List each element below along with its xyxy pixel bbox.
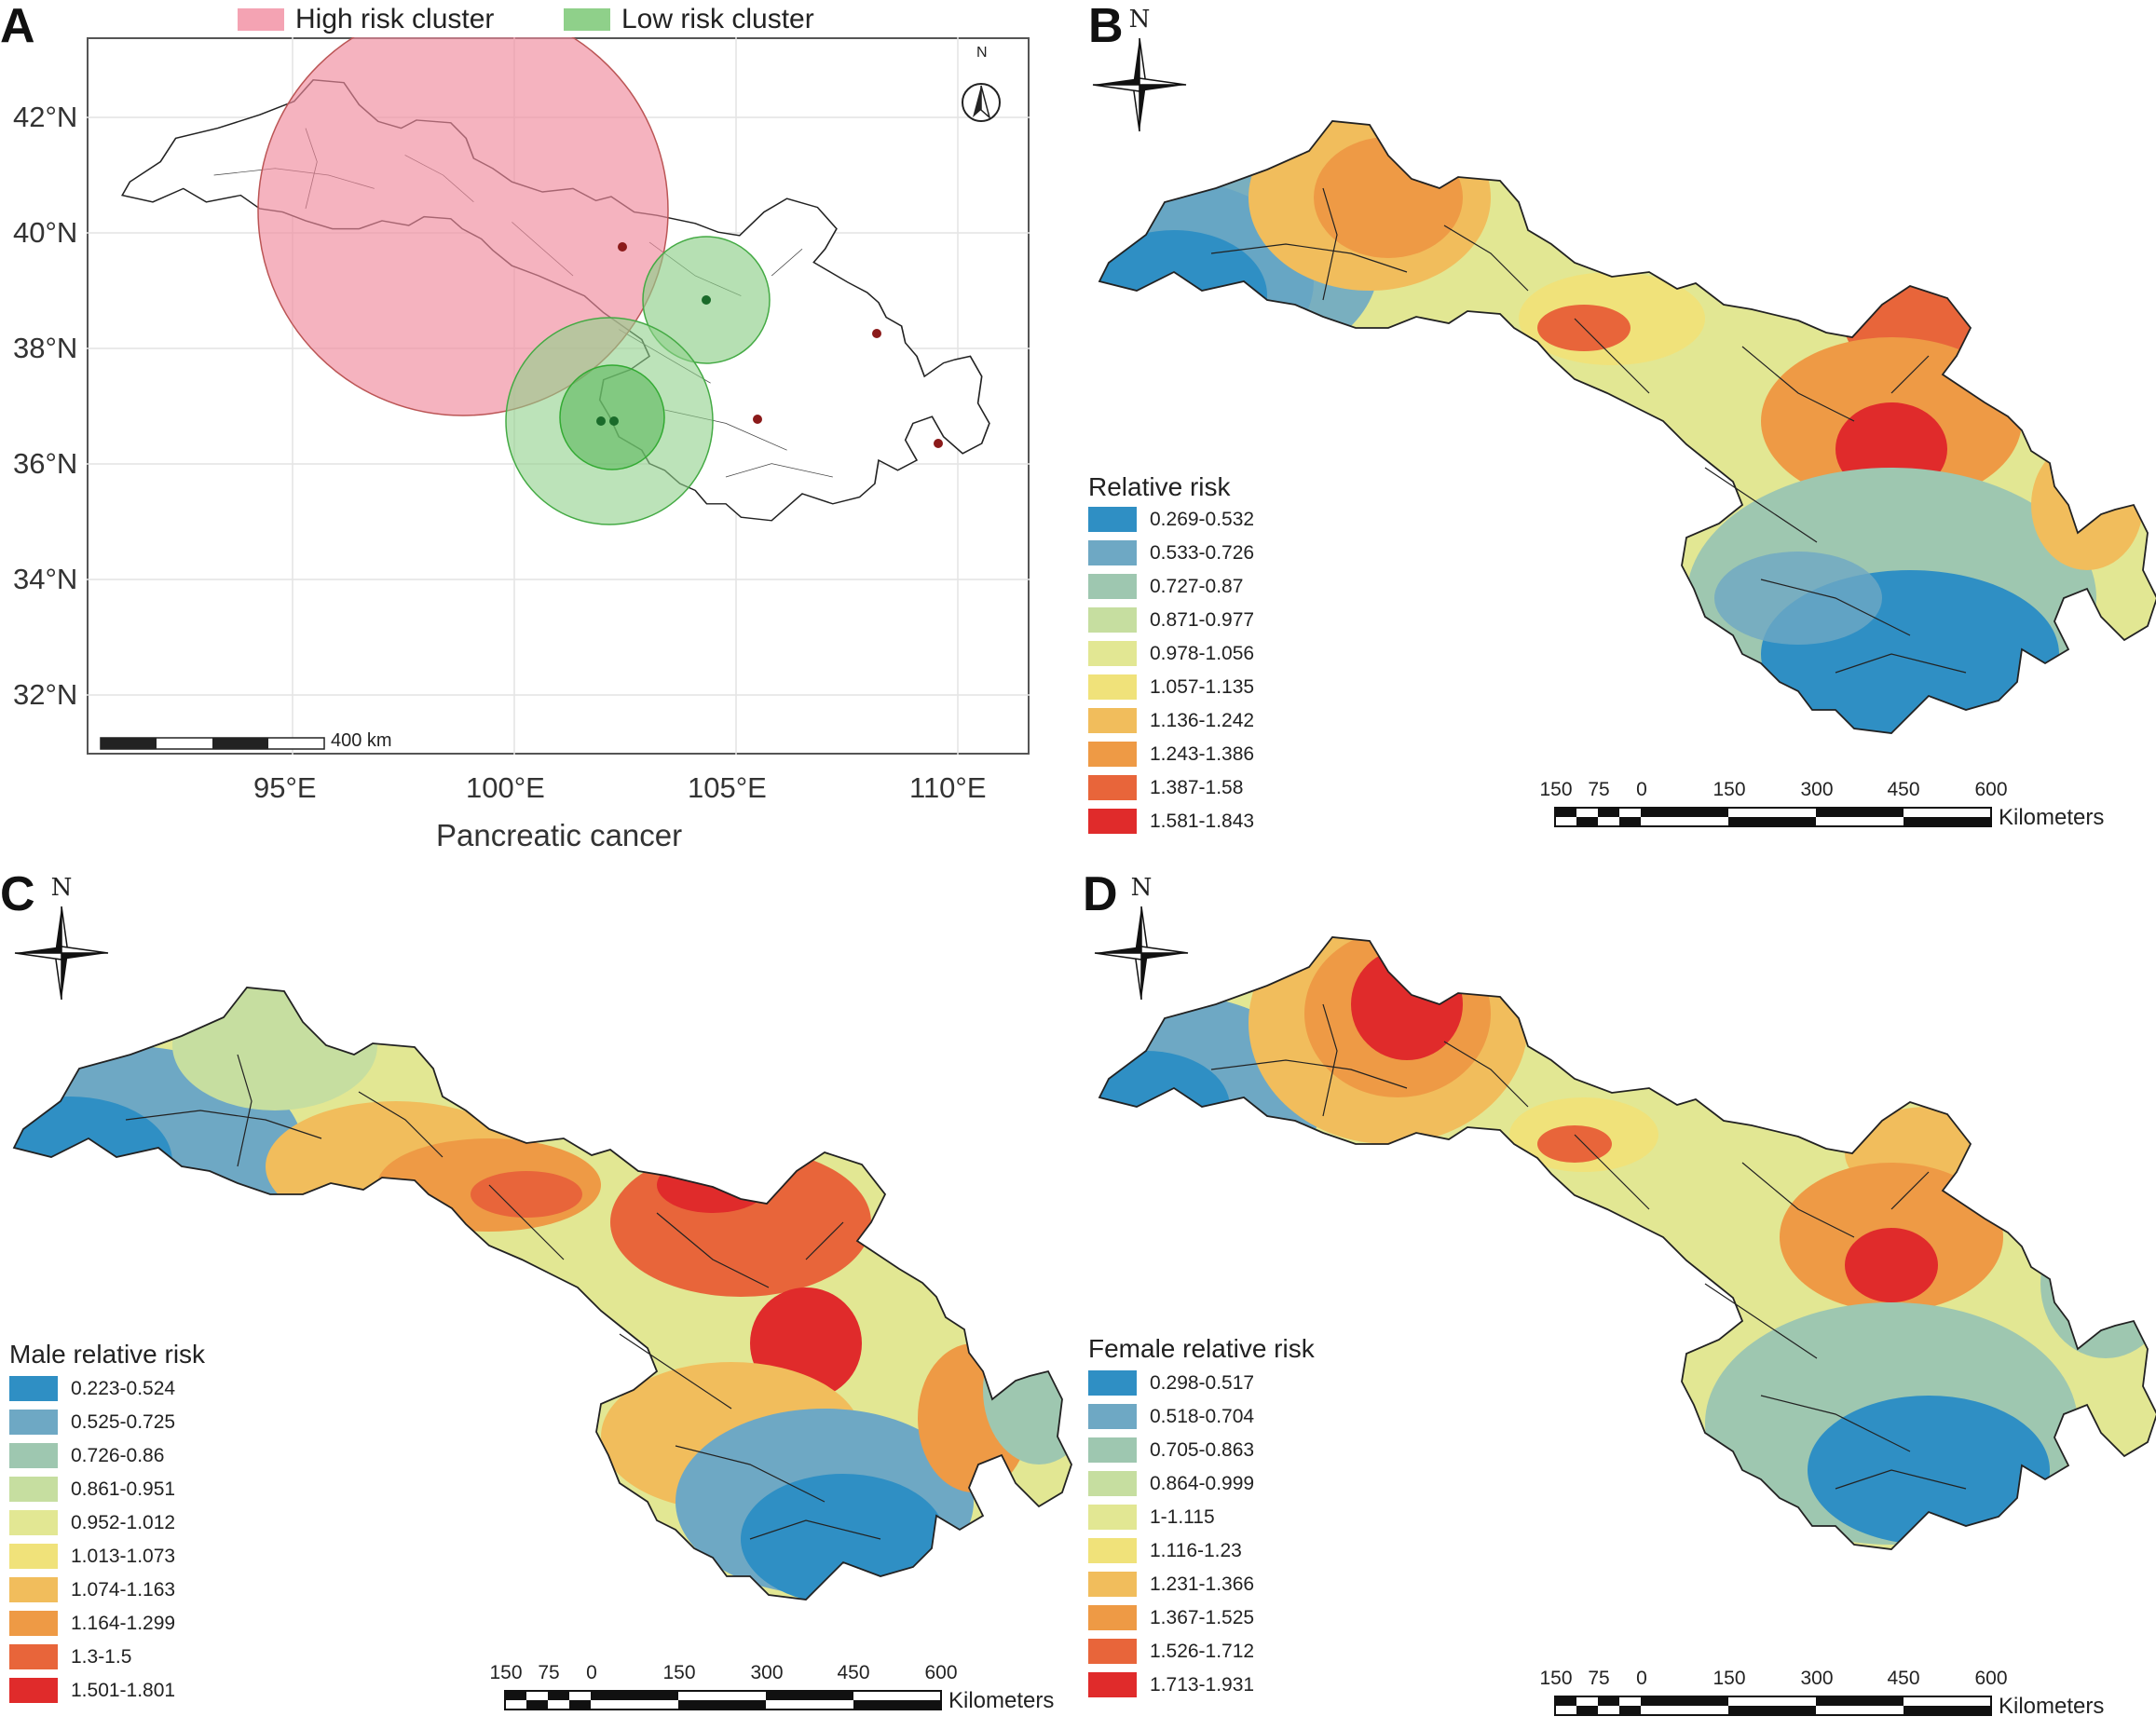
x-tick-105: 105°E <box>688 771 767 804</box>
x-tick-95: 95°E <box>253 771 317 804</box>
scale-ticks-b: 150 75 0 150 300 450 600 <box>1539 779 2008 800</box>
scale-label-a: 400 km <box>331 730 392 751</box>
legend-row-c-4: 0.952-1.012 <box>9 1509 175 1536</box>
north-arrow-b <box>1092 37 1187 132</box>
high-risk-cluster <box>257 37 669 416</box>
north-label-b: N <box>1128 6 1151 34</box>
legend-item-high-risk: High risk cluster <box>238 4 494 35</box>
legend-title-c: Male relative risk <box>9 1340 206 1369</box>
scale-bar-c <box>504 1690 942 1710</box>
legend-title-b: Relative risk <box>1088 472 1231 501</box>
female-relative-risk-map <box>1098 936 2156 1550</box>
legend-item-low-risk: Low risk cluster <box>564 4 814 35</box>
legend-row-c-2: 0.726-0.86 <box>9 1442 164 1469</box>
legend-row-d-1: 0.518-0.704 <box>1088 1403 1254 1430</box>
y-tick-34: 34°N <box>13 563 78 595</box>
relative-risk-map <box>1098 120 2156 734</box>
legend-title-d: Female relative risk <box>1088 1334 1315 1363</box>
legend-row-d-8: 1.526-1.712 <box>1088 1638 1254 1665</box>
legend-row-d-0: 0.298-0.517 <box>1088 1369 1254 1396</box>
scale-bar-d <box>1554 1696 1992 1716</box>
north-arrow-d <box>1094 906 1189 1001</box>
legend-row-c-5: 1.013-1.073 <box>9 1543 175 1570</box>
legend-row-d-6: 1.231-1.366 <box>1088 1571 1254 1598</box>
legend-row-d-4: 1-1.115 <box>1088 1504 1215 1531</box>
scale-bar-a <box>100 737 325 750</box>
legend-row-c-7: 1.164-1.299 <box>9 1610 175 1637</box>
x-tick-100: 100°E <box>466 771 545 804</box>
legend-swatch-high <box>238 8 284 31</box>
north-label-a: N <box>976 45 988 61</box>
legend-row-b-1: 0.533-0.726 <box>1088 539 1254 566</box>
y-tick-32: 32°N <box>13 678 78 711</box>
panel-letter-a: A <box>0 0 35 53</box>
legend-row-d-7: 1.367-1.525 <box>1088 1604 1254 1631</box>
male-relative-risk-map <box>13 987 1072 1601</box>
legend-row-b-9: 1.581-1.843 <box>1088 808 1254 835</box>
y-tick-42: 42°N <box>13 101 78 133</box>
legend-d: Female relative risk 0.298-0.517 0.518-0… <box>1088 1332 1330 1720</box>
legend-row-c-9: 1.501-1.801 <box>9 1677 175 1704</box>
legend-row-b-3: 0.871-0.977 <box>1088 606 1254 633</box>
scale-ticks-c: 150 75 0 150 300 450 600 <box>489 1662 958 1683</box>
north-label-d: N <box>1130 874 1153 902</box>
legend-row-c-1: 0.525-0.725 <box>9 1409 175 1436</box>
legend-b: Relative risk 0.269-0.532 0.533-0.726 0.… <box>1088 470 1330 834</box>
legend-row-d-5: 1.116-1.23 <box>1088 1537 1242 1564</box>
legend-row-b-5: 1.057-1.135 <box>1088 674 1254 701</box>
north-arrow-a <box>962 83 1001 122</box>
panel-letter-d: D <box>1083 867 1118 921</box>
panel-letter-b: B <box>1088 0 1124 53</box>
legend-c: Male relative risk 0.223-0.524 0.525-0.7… <box>9 1338 252 1725</box>
x-axis-title: Pancreatic cancer <box>436 818 683 852</box>
legend-row-b-8: 1.387-1.58 <box>1088 774 1243 801</box>
legend-label-high: High risk cluster <box>295 4 495 34</box>
y-tick-38: 38°N <box>13 332 78 364</box>
scale-bar-b <box>1554 807 1992 827</box>
legend-row-c-8: 1.3-1.5 <box>9 1643 131 1670</box>
y-tick-40: 40°N <box>13 216 78 249</box>
x-tick-110: 110°E <box>909 771 987 804</box>
cluster-map-frame <box>87 37 1030 755</box>
legend-row-b-2: 0.727-0.87 <box>1088 573 1243 600</box>
legend-row-d-9: 1.713-1.931 <box>1088 1671 1254 1698</box>
legend-swatch-low <box>564 8 610 31</box>
legend-row-b-6: 1.136-1.242 <box>1088 707 1254 734</box>
scale-ticks-d: 150 75 0 150 300 450 600 <box>1539 1668 2008 1689</box>
legend-row-c-0: 0.223-0.524 <box>9 1375 175 1402</box>
scale-unit-b: Kilometers <box>1999 805 2105 830</box>
legend-label-low: Low risk cluster <box>621 4 814 34</box>
panel-letter-c: C <box>0 867 35 921</box>
north-label-c: N <box>50 874 73 902</box>
legend-row-d-3: 0.864-0.999 <box>1088 1470 1254 1497</box>
legend-row-c-6: 1.074-1.163 <box>9 1576 175 1603</box>
legend-row-d-2: 0.705-0.863 <box>1088 1437 1254 1464</box>
scale-unit-d: Kilometers <box>1999 1694 2105 1719</box>
legend-row-b-4: 0.978-1.056 <box>1088 640 1254 667</box>
legend-row-b-7: 1.243-1.386 <box>1088 741 1254 768</box>
north-arrow-c <box>14 906 109 1001</box>
legend-row-b-0: 0.269-0.532 <box>1088 506 1254 533</box>
legend-row-c-3: 0.861-0.951 <box>9 1476 175 1503</box>
y-tick-36: 36°N <box>13 447 78 480</box>
scale-unit-c: Kilometers <box>948 1688 1055 1713</box>
